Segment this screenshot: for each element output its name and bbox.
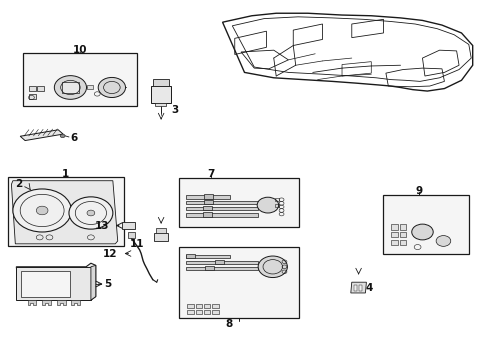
Bar (212, 310, 218, 315)
Polygon shape (27, 300, 36, 305)
Bar (37, 86, 44, 91)
Bar (203, 200, 212, 204)
Circle shape (36, 206, 48, 215)
Text: 3: 3 (171, 105, 179, 115)
Circle shape (258, 256, 287, 278)
Polygon shape (57, 300, 65, 305)
Bar (203, 304, 210, 309)
Text: 1: 1 (61, 168, 68, 179)
Bar (128, 232, 135, 238)
Text: 11: 11 (130, 239, 144, 249)
Circle shape (257, 197, 278, 213)
Bar (390, 231, 397, 237)
Bar (87, 85, 93, 89)
Bar (187, 304, 193, 309)
Bar (178, 247, 299, 318)
Bar (185, 213, 258, 217)
Polygon shape (20, 130, 63, 140)
Bar (187, 310, 193, 315)
Circle shape (98, 77, 125, 98)
Bar (8, 177, 123, 246)
Text: 13: 13 (94, 221, 109, 230)
Text: 5: 5 (104, 279, 111, 289)
Bar (203, 206, 212, 211)
Bar (205, 266, 214, 270)
Polygon shape (42, 300, 51, 305)
Bar (204, 194, 213, 199)
Bar (185, 201, 258, 204)
Polygon shape (71, 300, 80, 305)
Bar (185, 207, 258, 211)
Bar (185, 195, 229, 199)
Text: 7: 7 (207, 168, 215, 179)
Bar (399, 231, 406, 237)
Bar (274, 198, 279, 201)
Bar (353, 285, 356, 291)
Bar (29, 86, 36, 91)
Text: 6: 6 (70, 134, 77, 143)
Bar (274, 204, 279, 207)
Text: 8: 8 (225, 319, 232, 329)
Bar (185, 255, 229, 258)
Bar (153, 79, 169, 86)
Bar (399, 239, 406, 245)
Circle shape (69, 197, 113, 229)
Bar (155, 103, 166, 107)
Bar (29, 94, 36, 99)
Polygon shape (350, 282, 366, 293)
Bar (203, 310, 210, 315)
Text: 10: 10 (72, 45, 87, 55)
Bar (399, 225, 406, 230)
Bar (178, 178, 299, 226)
Bar (122, 222, 135, 229)
Text: 2: 2 (16, 179, 23, 189)
Bar (390, 225, 397, 230)
Circle shape (411, 224, 432, 240)
Bar (390, 239, 397, 245)
Polygon shape (11, 181, 118, 244)
Bar (185, 254, 194, 258)
Circle shape (54, 76, 86, 99)
Bar (185, 267, 258, 270)
Circle shape (435, 235, 450, 246)
Polygon shape (91, 265, 96, 300)
Bar (22, 53, 137, 107)
Polygon shape (16, 263, 96, 300)
Bar (358, 285, 361, 291)
Bar (61, 82, 79, 93)
Circle shape (60, 134, 65, 138)
Bar (21, 271, 70, 297)
Bar (156, 228, 165, 233)
Bar (203, 212, 211, 217)
Bar (195, 304, 202, 309)
Bar (151, 86, 171, 103)
Text: 12: 12 (103, 248, 118, 258)
Bar (195, 310, 202, 315)
Bar (154, 233, 167, 241)
Text: 9: 9 (415, 186, 422, 196)
Bar (16, 267, 91, 300)
Bar (185, 261, 258, 264)
Circle shape (87, 210, 95, 216)
Text: 4: 4 (365, 283, 372, 293)
Bar (212, 304, 218, 309)
Bar (383, 195, 468, 253)
Circle shape (13, 189, 71, 232)
Bar (215, 260, 224, 264)
